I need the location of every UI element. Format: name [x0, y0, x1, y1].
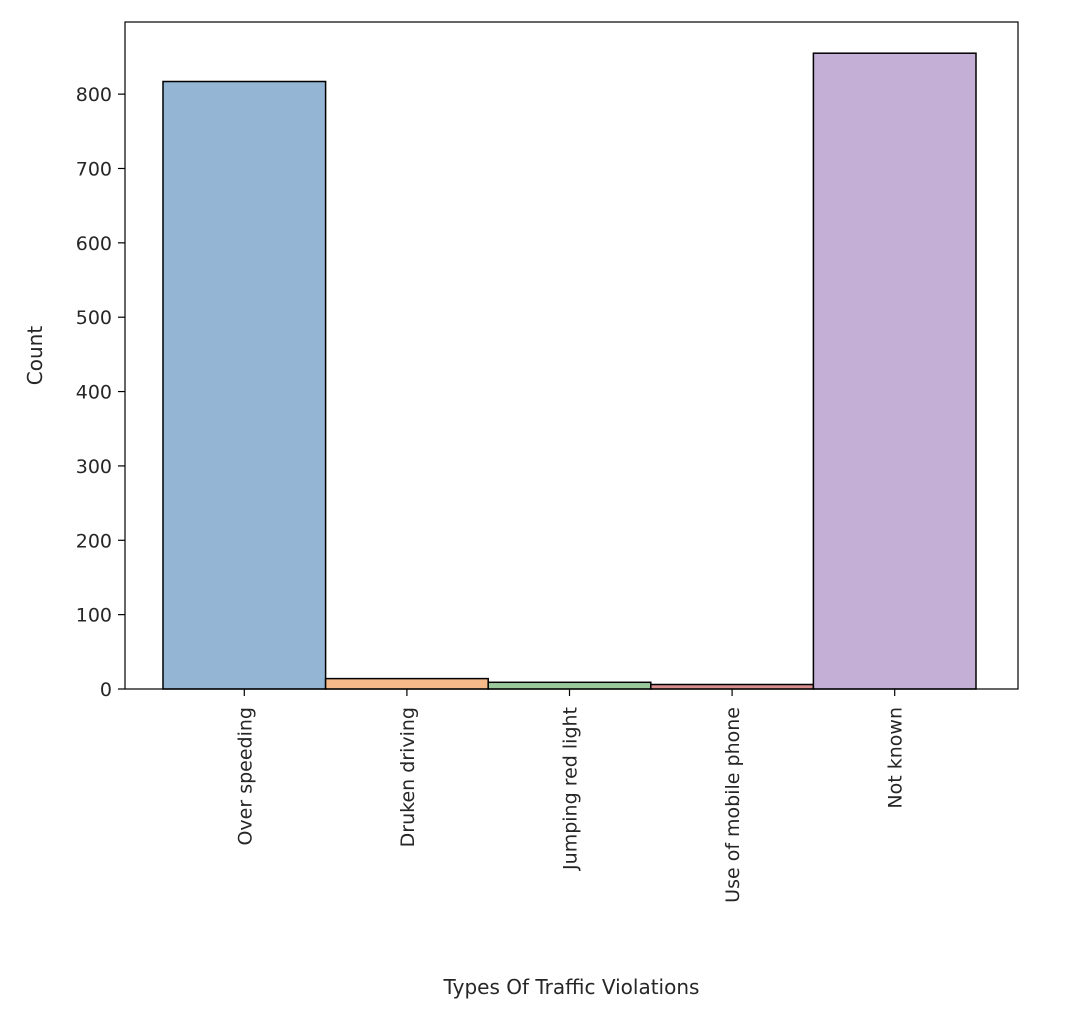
y-tick-label: 100	[76, 605, 112, 627]
x-axis-title: Types Of Traffic Violations	[443, 975, 700, 999]
y-tick-label: 700	[76, 158, 112, 180]
y-axis: 0 100 200 300 400 500 600 700 800	[76, 84, 125, 701]
x-tick-label: Use of mobile phone	[722, 707, 744, 903]
y-axis-title: Count	[23, 326, 47, 386]
y-tick-label: 800	[76, 84, 112, 106]
y-tick-label: 300	[76, 456, 112, 478]
x-tick-label: Druken driving	[397, 707, 419, 847]
y-tick-label: 500	[76, 307, 112, 329]
x-axis: Over speeding Druken driving Jumping red l…	[234, 689, 907, 903]
plot-frame	[124, 21, 1019, 690]
x-tick-label: Jumping red light	[560, 707, 582, 871]
bar-jumping-red-light	[487, 681, 652, 690]
bar-druken-driving	[324, 677, 489, 690]
x-tick-label: Over speeding	[234, 707, 256, 846]
x-tick-label: Not known	[885, 707, 907, 809]
y-tick-label: 400	[76, 382, 112, 404]
y-tick-label: 200	[76, 530, 112, 552]
bar-over-speeding	[162, 80, 327, 690]
y-tick-label: 0	[100, 679, 112, 701]
y-tick-label: 600	[76, 233, 112, 255]
axes-layer	[124, 21, 1019, 690]
bars-layer	[162, 52, 977, 690]
bar-use-of-mobile-phone	[650, 683, 815, 690]
bar-not-known	[812, 52, 977, 690]
